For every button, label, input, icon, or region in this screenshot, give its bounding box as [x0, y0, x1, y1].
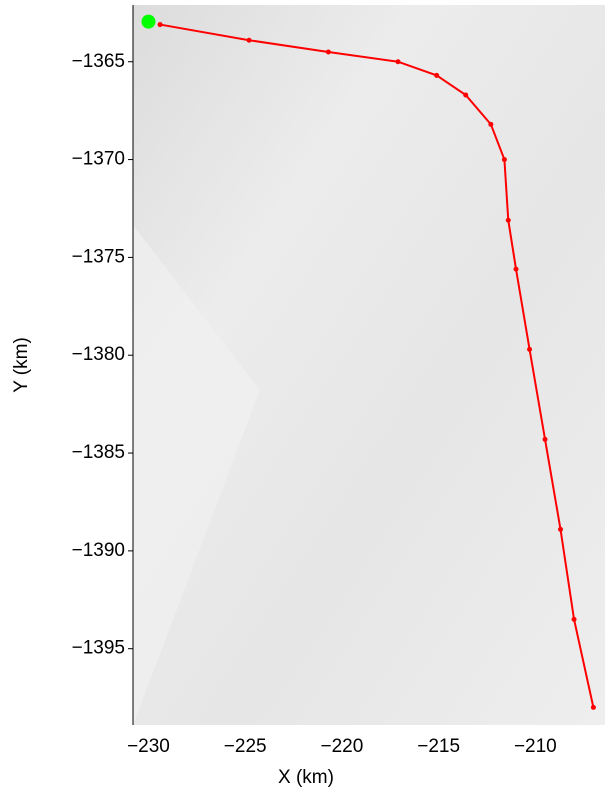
track-point [326, 49, 331, 54]
x-tick-label: −230 [127, 736, 170, 757]
track-point [502, 157, 507, 162]
track-point [463, 93, 468, 98]
track-point [514, 267, 519, 272]
x-tick-label: −210 [514, 736, 557, 757]
track-point [527, 347, 532, 352]
x-tick-label: −215 [417, 736, 460, 757]
start-point [141, 15, 155, 29]
track-point [488, 122, 493, 127]
x-tick-label: −220 [321, 736, 364, 757]
track-point [158, 22, 163, 27]
x-axis-label: X (km) [278, 767, 334, 788]
y-tick-label: −1365 [72, 51, 125, 72]
y-tick-label: −1370 [72, 149, 125, 170]
y-tick-label: −1390 [72, 540, 125, 561]
track-point [247, 38, 252, 43]
chart: X (km) Y (km) −230 −225 −220 −215 −210 −1365 −… [0, 0, 611, 800]
track-point [572, 617, 577, 622]
y-tick-label: −1395 [72, 638, 125, 659]
y-tick-label: −1385 [72, 442, 125, 463]
track-point [591, 705, 596, 710]
track-point [434, 73, 439, 78]
track-point [558, 527, 563, 532]
track-point [396, 59, 401, 64]
y-tick-label: −1375 [72, 246, 125, 267]
track-point [543, 437, 548, 442]
y-axis-label: Y (km) [11, 337, 32, 393]
x-tick-label: −225 [224, 736, 267, 757]
track-point [506, 218, 511, 223]
y-tick-label: −1380 [72, 344, 125, 365]
